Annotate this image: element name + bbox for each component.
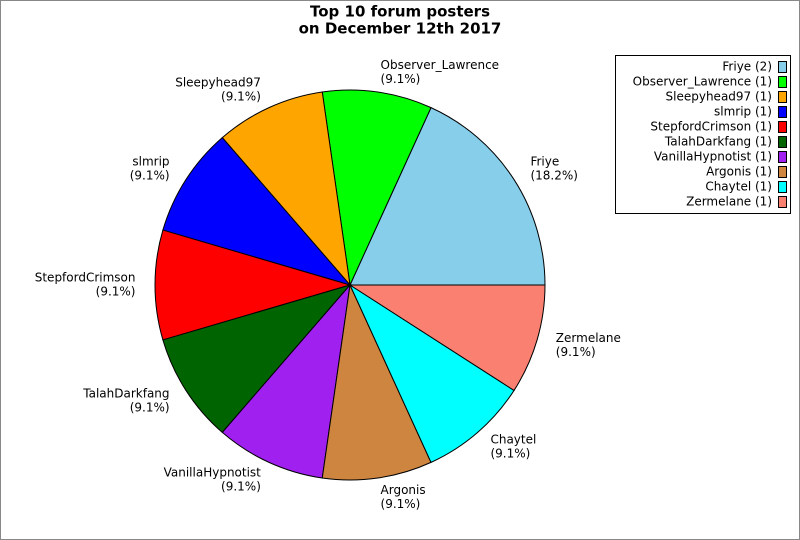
slice-value-label: (9.1%) [381, 72, 421, 86]
slice-label: StepfordCrimson [35, 271, 136, 285]
slice-value-label: (9.1%) [96, 285, 136, 299]
legend-swatch [778, 151, 787, 163]
slice-value-label: (9.1%) [221, 89, 261, 103]
legend-label: StepfordCrimson (1) [650, 120, 772, 134]
slice-label: TalahDarkfang [82, 386, 169, 400]
legend-swatch [778, 106, 787, 118]
pie-slice [321, 89, 432, 287]
pie-slice [321, 283, 432, 481]
slice-value-label: (18.2%) [530, 169, 577, 183]
slice-label: Friye [530, 155, 559, 169]
slice-label: Chaytel [490, 433, 536, 447]
legend-swatch [778, 76, 787, 88]
legend-label: TalahDarkfang (1) [664, 135, 772, 149]
pie-slice [162, 284, 352, 434]
slice-label: slmrip [132, 155, 169, 169]
pie-slice [162, 136, 352, 286]
slice-value-label: (9.1%) [130, 169, 170, 183]
slice-value-label: (9.1%) [221, 480, 261, 494]
pie-slice [221, 91, 351, 287]
legend-box [615, 55, 791, 214]
legend-label: slmrip (1) [714, 105, 772, 119]
slice-label: VanillaHypnotist [164, 466, 262, 480]
legend-swatch [778, 196, 787, 208]
slice-label: Observer_Lawrence [381, 58, 500, 72]
slice-value-label: (9.1%) [381, 497, 421, 511]
legend-label: VanillaHypnotist (1) [654, 150, 772, 164]
pie-slice [348, 284, 546, 392]
slice-value-label: (9.1%) [130, 400, 170, 414]
legend-label: Chaytel (1) [705, 180, 772, 194]
pie-slice [348, 283, 515, 464]
legend-label: Sleepyhead97 (1) [666, 90, 772, 104]
legend-swatch [778, 166, 787, 178]
legend-swatch [778, 61, 787, 73]
slice-label: Sleepyhead97 [175, 75, 261, 89]
slice-value-label: (9.1%) [556, 345, 596, 359]
legend-label: Friye (2) [722, 60, 772, 74]
legend-label: Zermelane (1) [686, 195, 772, 209]
legend-swatch [778, 136, 787, 148]
pie-slice [154, 229, 352, 341]
slice-value-label: (9.1%) [490, 447, 530, 461]
pie-slice [221, 283, 351, 479]
slice-label: Argonis [381, 483, 426, 497]
chart-title: Top 10 forum posters [310, 3, 490, 21]
legend-swatch [778, 91, 787, 103]
legend-label: Argonis (1) [706, 165, 772, 179]
legend-swatch [778, 181, 787, 193]
chart-title: on December 12th 2017 [299, 20, 502, 38]
legend-label: Observer_Lawrence (1) [633, 75, 772, 89]
pie-slice [349, 106, 546, 286]
legend-swatch [778, 121, 787, 133]
slice-label: Zermelane [556, 331, 621, 345]
